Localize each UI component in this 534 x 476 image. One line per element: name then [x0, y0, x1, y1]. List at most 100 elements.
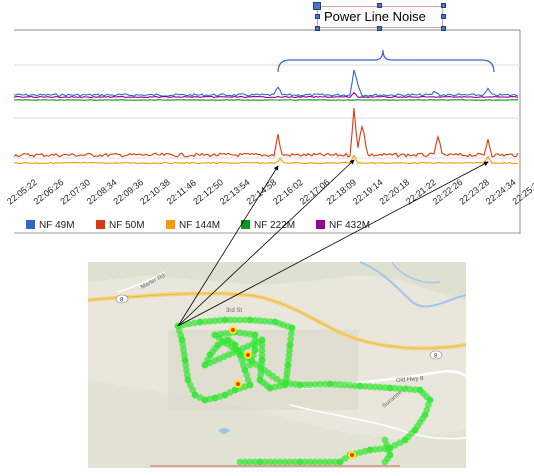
legend-label[interactable]: NF 49M [39, 220, 75, 231]
heat-point [285, 351, 293, 359]
heat-point [336, 458, 344, 466]
heat-point [326, 380, 334, 388]
resize-handle-bottom-middle[interactable] [377, 26, 382, 31]
legend-swatch [241, 220, 250, 229]
heat-point [256, 458, 264, 466]
resize-handle-bottom-right[interactable] [441, 26, 446, 31]
series-line [13, 107, 519, 158]
heat-point [266, 318, 274, 325]
heat-point [231, 316, 239, 324]
noise-heat-trace [174, 316, 434, 466]
heat-point [366, 383, 374, 391]
heat-point [211, 331, 219, 339]
heat-point [185, 320, 193, 328]
heat-point [286, 346, 293, 354]
heat-point [236, 329, 244, 337]
route-badge-1: 8 [115, 294, 129, 304]
heat-point [196, 318, 204, 326]
legend-label[interactable]: NF 50M [109, 220, 145, 231]
heat-point [181, 356, 189, 364]
arrow-to-peak-3 [177, 161, 489, 327]
heat-point [285, 356, 292, 364]
heat-point [258, 351, 266, 359]
heat-point [291, 458, 299, 466]
heat-point [258, 356, 266, 364]
heat-point [183, 366, 190, 374]
heat-point [351, 382, 359, 390]
map-label-old-hwy-8: Old Hwy 8 [396, 376, 425, 384]
resize-handle-top-right[interactable] [441, 3, 446, 8]
heat-point [180, 321, 187, 329]
resize-handle-middle-right[interactable] [441, 14, 446, 19]
plot-area [14, 30, 520, 234]
heat-point [216, 317, 224, 324]
heat-point [321, 458, 329, 466]
heat-point [406, 385, 414, 393]
heat-point [346, 381, 354, 389]
heat-point [180, 346, 187, 354]
heat-point [396, 439, 404, 447]
legend-label[interactable]: NF 432M [329, 220, 370, 231]
heat-hotspot-core [350, 453, 354, 457]
heat-point [301, 458, 309, 466]
heat-hotspot-core [231, 328, 235, 332]
heat-point [306, 381, 314, 389]
resize-handle-top-left[interactable] [313, 2, 321, 10]
heat-point [296, 381, 304, 389]
arrow-to-peak-1 [177, 165, 279, 327]
route-badge-1-label: 8 [120, 298, 124, 304]
heat-point [221, 330, 229, 337]
heat-point [341, 455, 349, 462]
heat-point [241, 458, 249, 466]
chart-panel: 22:05:2222:06:2622:07:3022:08:3422:09:36… [5, 29, 534, 234]
heat-point [246, 330, 254, 338]
heat-point [236, 316, 244, 324]
resize-handle-middle-left[interactable] [315, 14, 320, 19]
title-annotation-box[interactable]: Power Line Noise [317, 6, 443, 28]
heat-point [251, 341, 259, 349]
heat-point [386, 384, 394, 392]
heat-point [206, 317, 214, 325]
heat-point [326, 458, 334, 466]
heat-point [180, 351, 188, 359]
heat-point [341, 381, 349, 389]
heat-point [258, 346, 266, 354]
legend-swatch [96, 220, 105, 229]
heat-point [241, 330, 249, 337]
heat-point [261, 317, 269, 325]
heat-hotspot-core [236, 382, 240, 386]
heat-point [266, 458, 274, 466]
map-highway-edge [87, 293, 467, 349]
heat-point [216, 330, 224, 338]
heat-point [391, 384, 399, 392]
heat-point [287, 330, 295, 338]
legend-label[interactable]: NF 144M [179, 220, 220, 231]
heat-point [331, 458, 339, 466]
heat-point [257, 371, 264, 379]
map-forest-area [88, 262, 466, 300]
map-river [359, 261, 467, 308]
heat-point [201, 318, 209, 325]
heat-point [251, 317, 259, 324]
heat-point [371, 446, 379, 453]
heat-point [306, 458, 314, 466]
resize-handle-top-middle[interactable] [377, 3, 382, 8]
heat-point [381, 458, 389, 466]
heat-point [331, 380, 339, 388]
series-line [13, 99, 519, 101]
legend: NF 49M NF 50M NF 144M NF 222M NF 432M [26, 220, 370, 231]
heat-point [261, 458, 269, 466]
heat-point [271, 458, 279, 466]
heat-point [401, 385, 409, 393]
heat-point [301, 381, 309, 389]
map-label-3rd-st: 3rd St [226, 308, 242, 314]
heat-point [411, 386, 419, 394]
resize-handle-bottom-left[interactable] [315, 26, 320, 31]
heat-point [211, 317, 219, 325]
legend-label[interactable]: NF 222M [254, 220, 295, 231]
heat-point [296, 458, 304, 466]
heat-point [401, 436, 409, 444]
heat-point [191, 319, 198, 327]
series-lines [13, 69, 519, 165]
